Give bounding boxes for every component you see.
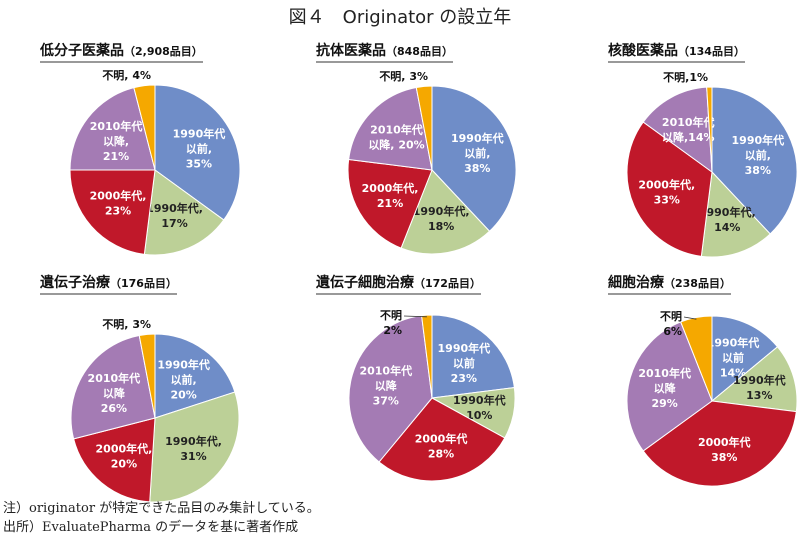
data-label-unknown: 不明 2% [380, 309, 402, 337]
pie-count: （238品目） [664, 277, 731, 290]
pie-title-text: 低分子医薬品 [40, 43, 124, 59]
pie-title-text: 核酸医薬品 [608, 43, 678, 59]
pie-count: （134品目） [678, 45, 745, 58]
pie-slice-2000s [347, 158, 433, 249]
data-label-unknown: 不明, 3% [102, 318, 151, 331]
pie-count: （172品目） [414, 277, 481, 290]
pie-slice-before-1990s [431, 85, 517, 232]
pie-slice-before-1990s [431, 314, 515, 399]
pie-slice-1990s [143, 169, 225, 256]
data-label-2010s-after: 2010年代以降 29% [638, 366, 691, 410]
data-label-1990s: 1990年代, 17% [146, 201, 203, 230]
pie-slice-unknown [680, 315, 713, 402]
pie-title-cell-therapy: 細胞治療（238品目） [608, 272, 731, 295]
pie-slice-1990s [149, 391, 240, 503]
pie-count: （2,908品目） [124, 45, 203, 58]
data-label-2010s-after: 2010年代以降 26% [88, 371, 141, 415]
pie-title-text: 細胞治療 [608, 275, 664, 291]
pie-slice-unknown [421, 314, 433, 399]
pie-slice-before-1990s [711, 86, 798, 235]
data-label-2010s-after: 2010年代以降, 20% [368, 123, 424, 152]
footnote: 注）originator が特定できた品目のみ集計している。 [3, 501, 320, 516]
pie-slice-1990s [710, 346, 798, 413]
pie-title-text: 遺伝子細胞治療 [316, 275, 414, 291]
pie-slice-2010s-after [70, 334, 156, 440]
pie-slice-before-1990s [154, 84, 241, 221]
pie-title-text: 抗体医薬品 [316, 43, 386, 59]
pie-slice-1990s [700, 170, 771, 258]
data-label-before-1990s: 1990年代以前, 38% [732, 133, 785, 177]
data-label-1990s: 1990年代, 18% [413, 204, 470, 233]
data-label-1990s: 1990年代 13% [733, 373, 786, 402]
pie-title-text: 遺伝子治療 [40, 275, 110, 291]
data-label-2000s: 2000年代, 33% [638, 178, 695, 207]
pie-slice-2000s [642, 400, 797, 487]
pie-slice-before-1990s [711, 315, 779, 403]
pie-slice-before-1990s [154, 333, 236, 419]
data-label-2000s: 2000年代, 20% [96, 442, 153, 471]
pie-slice-unknown [706, 86, 713, 173]
data-label-2000s: 2000年代 28% [415, 431, 468, 460]
data-label-2010s-after: 2010年代以降, 21% [90, 119, 143, 163]
data-label-before-1990s: 1990年代以前, 35% [173, 127, 226, 171]
pie-slice-2010s-after [348, 86, 433, 171]
data-label-1990s: 1990年代, 14% [699, 205, 756, 234]
pie-slice-1990s [400, 169, 491, 255]
pie-slice-2010s-after [642, 86, 713, 174]
pie-slice-2010s-after [69, 87, 156, 171]
data-label-before-1990s: 1990年代以前, 20% [157, 358, 210, 402]
data-label-before-1990s: 1990年代以前 23% [438, 341, 491, 385]
pie-title-antibody: 抗体医薬品（848品目） [316, 40, 453, 63]
data-label-unknown: 不明,1% [663, 71, 708, 84]
leader-line [683, 316, 697, 320]
leader-line [403, 315, 427, 318]
pie-slice-unknown [138, 333, 156, 419]
pie-title-nucleic-acid: 核酸医薬品（134品目） [608, 40, 745, 63]
data-label-before-1990s: 1990年代以前, 38% [451, 131, 504, 175]
figure-title: 図４ Originator の設立年 [288, 7, 512, 28]
pie-slice-2000s [626, 121, 713, 257]
data-label-before-1990s: 1990年代以前 14% [707, 335, 760, 379]
pie-slice-2000s [69, 169, 156, 255]
pie-count: （848品目） [386, 45, 453, 58]
pie-slice-2000s [73, 417, 156, 503]
pie-title-small-molecule: 低分子医薬品（2,908品目） [40, 40, 203, 63]
data-label-2000s: 2000年代, 21% [362, 181, 419, 210]
pie-slice-unknown [133, 84, 156, 171]
data-label-unknown: 不明, 4% [102, 69, 151, 82]
data-label-2010s-after: 2010年代以降,14% [662, 115, 715, 144]
pie-slice-2010s-after [348, 315, 433, 463]
data-label-2000s: 2000年代 38% [698, 435, 751, 464]
pie-slice-2000s [378, 397, 506, 482]
data-label-1990s: 1990年代 10% [453, 393, 506, 422]
data-label-2000s: 2000年代, 23% [90, 189, 147, 218]
pie-count: （176品目） [110, 277, 177, 290]
data-label-2010s-after: 2010年代以降 37% [359, 364, 412, 408]
pie-slice-unknown [415, 85, 433, 171]
data-label-unknown: 不明 6% [660, 310, 682, 338]
pie-title-gene-cell-therapy: 遺伝子細胞治療（172品目） [316, 272, 481, 295]
pie-slice-2010s-after [626, 321, 713, 452]
data-label-unknown: 不明, 3% [379, 70, 428, 83]
pie-title-gene-therapy: 遺伝子治療（176品目） [40, 272, 177, 295]
data-label-1990s: 1990年代, 31% [165, 434, 222, 463]
source-note: 出所）EvaluatePharma のデータを基に著者作成 [3, 520, 299, 535]
